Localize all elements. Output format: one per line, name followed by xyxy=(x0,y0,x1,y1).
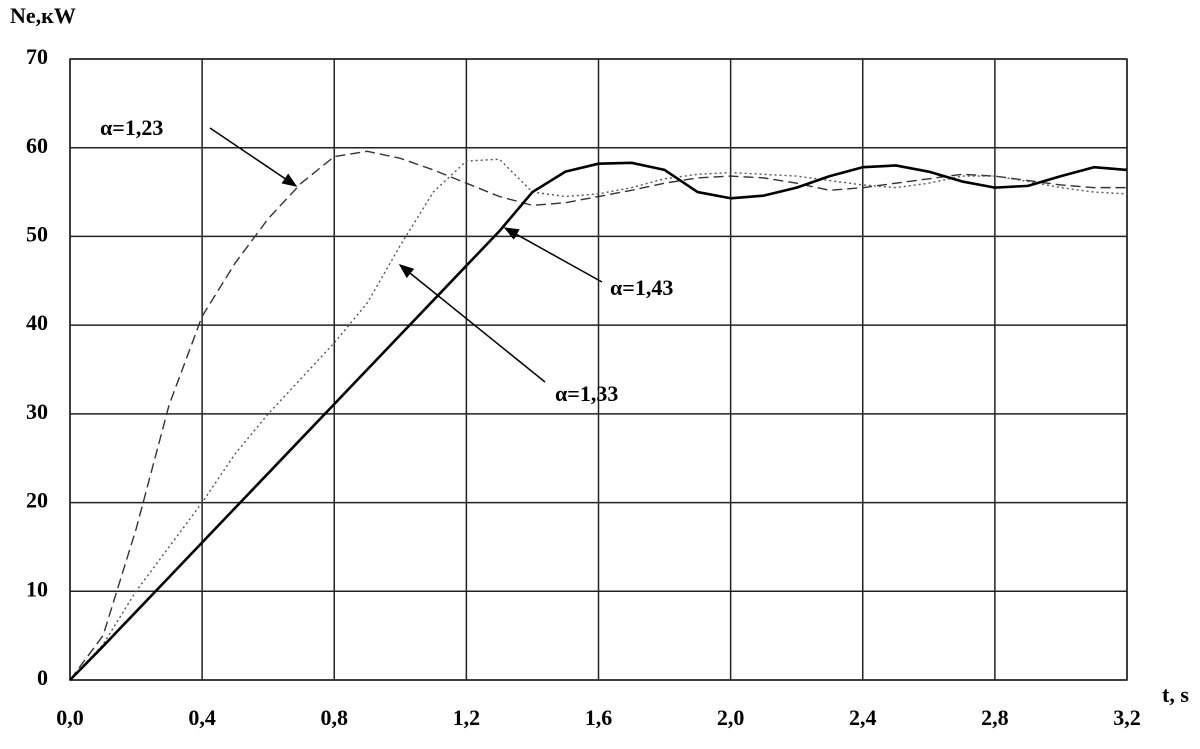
line-series xyxy=(69,161,1128,681)
x-tick-label: 0,0 xyxy=(56,705,84,730)
x-tick-label: 2,8 xyxy=(981,705,1009,730)
y-tick-label: 20 xyxy=(26,488,48,513)
x-tick-label: 1,6 xyxy=(585,705,613,730)
x-tick-label: 2,0 xyxy=(717,705,745,730)
y-tick-label: 50 xyxy=(26,221,48,246)
annotation: α=1,23 xyxy=(100,115,163,140)
x-tick-label: 1,2 xyxy=(453,705,481,730)
annotation: α=1,33 xyxy=(555,381,618,406)
y-tick-label: 70 xyxy=(26,44,48,69)
y-tick-label: 10 xyxy=(26,576,48,601)
y-tick-label: 0 xyxy=(37,665,48,690)
x-tick-label: 0,8 xyxy=(321,705,349,730)
y-tick-label: 60 xyxy=(26,133,48,158)
annotation: α=1,43 xyxy=(610,275,673,300)
x-axis-label: t, s xyxy=(1162,682,1189,707)
annotation-arrow xyxy=(503,227,603,283)
x-tick-label: 0,4 xyxy=(188,705,216,730)
annotation-arrow xyxy=(209,127,298,187)
x-tick-label: 3,2 xyxy=(1113,705,1141,730)
y-tick-label: 30 xyxy=(26,399,48,424)
y-axis-label: Ne,кW xyxy=(10,3,76,28)
line-series xyxy=(69,158,1128,681)
annotation-arrow xyxy=(398,264,546,383)
line-series xyxy=(69,150,1127,681)
x-tick-label: 2,4 xyxy=(849,705,877,730)
y-tick-label: 40 xyxy=(26,310,48,335)
